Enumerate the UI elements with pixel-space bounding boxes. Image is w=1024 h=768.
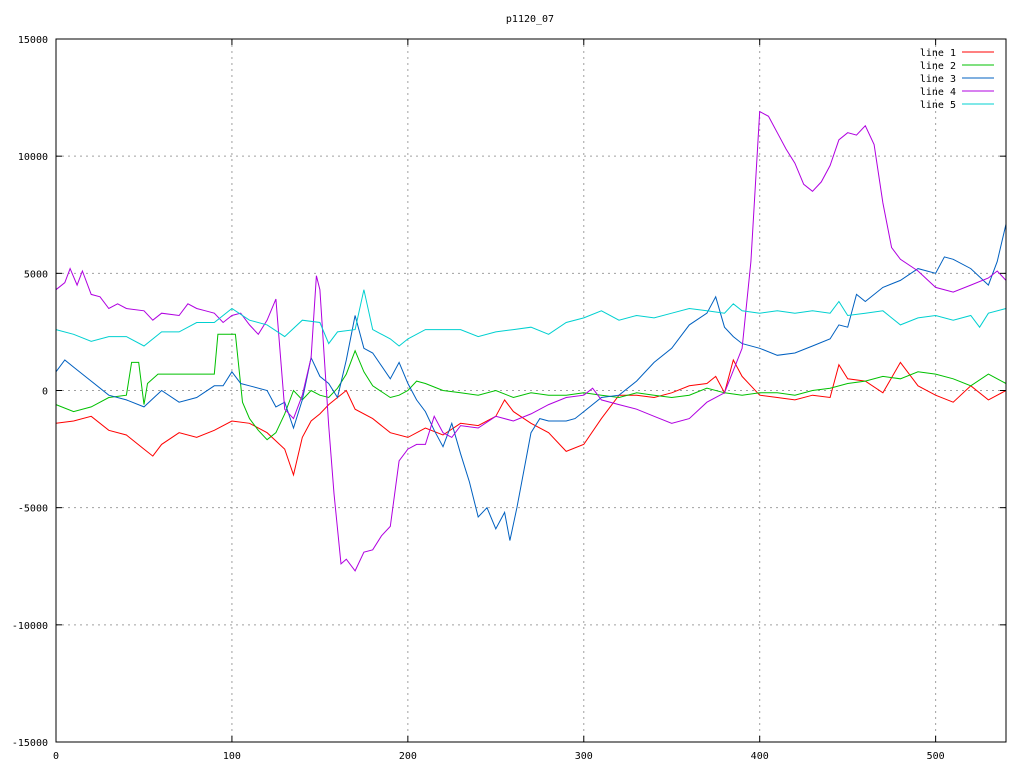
x-tick-label: 400	[751, 751, 769, 762]
series-line-3	[55, 223, 1007, 541]
legend-label-1: line 1	[920, 48, 956, 59]
legend: line 1 line 2 line 3 line 4 line 5	[920, 48, 994, 111]
y-tick-label: -5000	[18, 504, 48, 515]
series-line-2	[55, 333, 1007, 441]
x-tick-label: 100	[223, 751, 241, 762]
y-tick-label: -15000	[12, 738, 48, 749]
x-tick-label: 500	[927, 751, 945, 762]
y-tick-label: 0	[42, 387, 48, 398]
series-line-5	[55, 289, 1007, 347]
x-tick-label: 200	[399, 751, 417, 762]
legend-label-3: line 3	[920, 74, 956, 85]
series-line-4	[55, 110, 1007, 572]
grid-lines	[56, 39, 1006, 742]
axes: -15000 -10000 -5000 0 5000 10000 15000 0 100 200 3…	[12, 35, 1006, 762]
series-layer	[55, 110, 1007, 572]
legend-label-2: line 2	[920, 61, 956, 72]
legend-label-4: line 4	[920, 87, 956, 98]
y-tick-label: 10000	[18, 152, 48, 163]
y-tick-label: -10000	[12, 621, 48, 632]
x-tick-label: 0	[53, 751, 59, 762]
y-tick-label: 5000	[24, 269, 48, 280]
x-tick-label: 300	[575, 751, 593, 762]
series-line-1	[55, 358, 1007, 477]
legend-label-5: line 5	[920, 100, 956, 111]
chart-title: p1120_07	[506, 14, 554, 25]
y-tick-label: 15000	[18, 35, 48, 46]
